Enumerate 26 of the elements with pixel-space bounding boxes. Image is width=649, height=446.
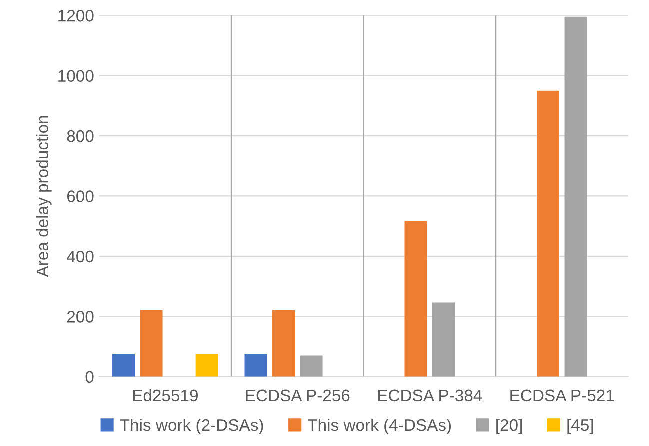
legend-label: [20] xyxy=(496,418,522,434)
legend-label: This work (2-DSAs) xyxy=(120,418,264,434)
bar xyxy=(196,354,218,377)
bar xyxy=(564,16,588,377)
bar xyxy=(300,356,323,377)
y-tick-label: 1200 xyxy=(58,10,94,22)
legend-label: [45] xyxy=(568,418,594,434)
legend-label: This work (4-DSAs) xyxy=(308,418,452,434)
x-tick-label: Ed25519 xyxy=(133,389,198,402)
y-tick-label: 800 xyxy=(67,130,94,142)
bar xyxy=(432,302,456,377)
y-tick-label: 600 xyxy=(67,190,94,202)
x-tick-label: ECDSA P-256 xyxy=(246,390,350,402)
y-tick-label: 200 xyxy=(67,311,94,323)
bar xyxy=(404,221,428,377)
bar xyxy=(140,310,163,377)
y-tick-label: 1000 xyxy=(58,70,94,82)
y-tick-label: 0 xyxy=(86,371,94,384)
y-tick-label: 400 xyxy=(67,250,94,263)
x-tick-label: ECDSA P-521 xyxy=(510,390,614,402)
bar xyxy=(536,90,560,377)
bar xyxy=(272,310,296,377)
y-axis-title: Area delay production xyxy=(36,116,52,278)
x-tick-label: ECDSA P-384 xyxy=(378,390,482,402)
bar xyxy=(112,354,135,377)
bar xyxy=(244,354,268,377)
